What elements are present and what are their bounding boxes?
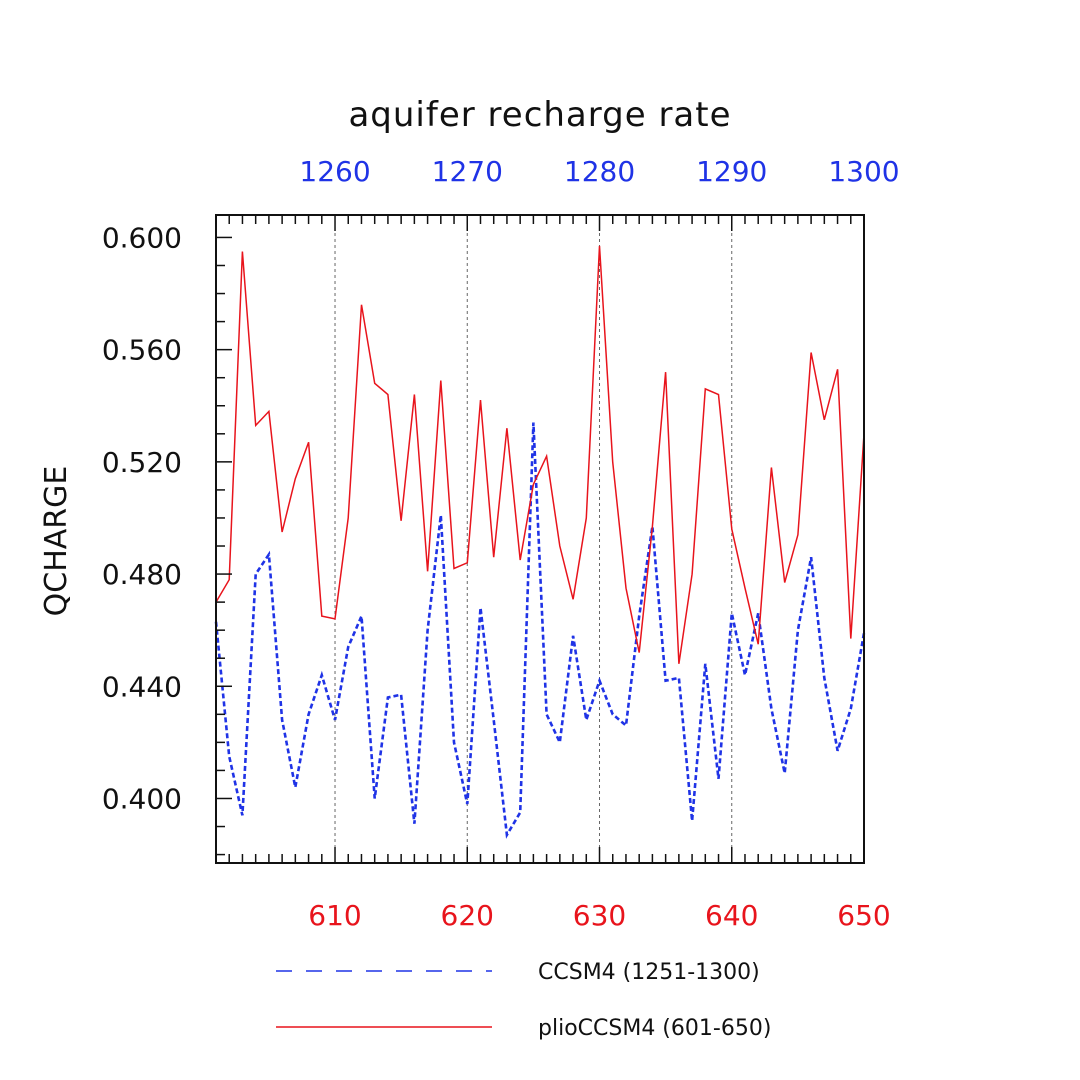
x-top-tick-label: 1290: [696, 155, 767, 188]
series-line-plioccsm4: [215, 245, 865, 664]
y-tick-label: 0.400: [102, 782, 182, 815]
axis-tick-labels: 0.400 0.440 0.480 0.520 0.560 0.600 610 620 630 6…: [102, 155, 900, 932]
y-tick-label: 0.520: [102, 446, 182, 479]
chart-title: aquifer recharge rate: [348, 95, 731, 135]
x-top-tick-label: 1260: [299, 155, 370, 188]
x-top-tick-label: 1300: [828, 155, 899, 188]
x-top-tick-label: 1270: [432, 155, 503, 188]
y-tick-label: 0.560: [102, 334, 182, 367]
series-layer: [214, 245, 866, 839]
axis-ticks: [215, 215, 865, 863]
y-tick-label: 0.480: [102, 558, 182, 591]
grid-lines: [334, 215, 733, 863]
x-bottom-tick-label: 650: [837, 899, 890, 932]
x-bottom-tick-label: 620: [441, 899, 494, 932]
y-tick-label: 0.600: [102, 221, 182, 254]
y-tick-label: 0.440: [102, 670, 182, 703]
plot-frame: [215, 214, 865, 864]
series-line-ccsm4: [214, 422, 866, 839]
x-bottom-tick-label: 630: [573, 899, 626, 932]
y-axis-label: QCHARGE: [39, 466, 74, 617]
legend: CCSM4 (1251-1300) plioCCSM4 (601-650): [276, 960, 771, 1041]
legend-label-ccsm4: CCSM4 (1251-1300): [538, 960, 760, 985]
x-bottom-tick-label: 640: [705, 899, 758, 932]
x-bottom-tick-label: 610: [308, 899, 361, 932]
legend-label-plioccsm4: plioCCSM4 (601-650): [538, 1016, 771, 1041]
x-top-tick-label: 1280: [564, 155, 635, 188]
